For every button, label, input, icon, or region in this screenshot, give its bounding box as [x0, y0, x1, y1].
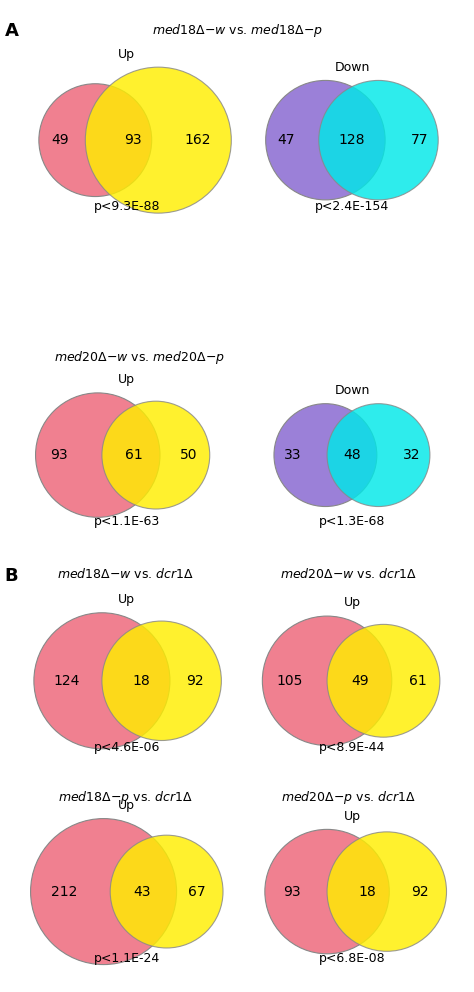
Text: $\it{med18\Delta}$$\it{-w}$ vs. $\it{med18\Delta}$$\it{-p}$: $\it{med18\Delta}$$\it{-w}$ vs. $\it{med… [152, 22, 322, 39]
Text: 48: 48 [343, 448, 361, 462]
Text: 124: 124 [54, 674, 80, 687]
Text: 212: 212 [51, 885, 78, 899]
Text: p<1.1E-63: p<1.1E-63 [94, 515, 160, 528]
Text: $\it{med18\Delta}$$\it{-p}$ vs. $\it{dcr1\Delta}$: $\it{med18\Delta}$$\it{-p}$ vs. $\it{dcr… [58, 789, 193, 806]
Text: 43: 43 [133, 885, 150, 899]
Text: B: B [5, 567, 18, 585]
Text: Up: Up [344, 596, 360, 609]
Text: p<9.3E-88: p<9.3E-88 [93, 200, 160, 213]
Circle shape [36, 393, 160, 517]
Circle shape [319, 80, 438, 199]
Text: p<4.6E-06: p<4.6E-06 [93, 741, 160, 754]
Text: 50: 50 [180, 448, 198, 462]
Text: Up: Up [118, 373, 135, 386]
Circle shape [110, 835, 223, 948]
Circle shape [102, 401, 210, 509]
Circle shape [85, 67, 231, 213]
Circle shape [274, 404, 377, 507]
Text: A: A [5, 22, 18, 40]
Text: p<8.9E-44: p<8.9E-44 [319, 741, 385, 754]
Text: 77: 77 [411, 133, 428, 147]
Circle shape [327, 832, 447, 951]
Text: 93: 93 [50, 448, 68, 462]
Text: Up: Up [118, 799, 135, 811]
Text: $\it{med20\Delta}$$\it{-w}$ vs. $\it{dcr1\Delta}$: $\it{med20\Delta}$$\it{-w}$ vs. $\it{dcr… [280, 567, 417, 581]
Text: 93: 93 [125, 133, 142, 147]
Text: 49: 49 [351, 674, 369, 687]
Circle shape [265, 80, 385, 199]
Text: 33: 33 [283, 448, 301, 462]
Text: $\it{med20\Delta}$$\it{-w}$ vs. $\it{med20\Delta}$$\it{-p}$: $\it{med20\Delta}$$\it{-w}$ vs. $\it{med… [55, 349, 225, 366]
Text: 92: 92 [411, 885, 429, 899]
Text: Up: Up [344, 809, 360, 822]
Circle shape [327, 404, 430, 507]
Text: 92: 92 [186, 674, 204, 687]
Text: p<6.8E-08: p<6.8E-08 [319, 951, 385, 964]
Text: 47: 47 [277, 133, 294, 147]
Circle shape [263, 616, 392, 745]
Circle shape [34, 613, 170, 749]
Circle shape [265, 829, 389, 953]
Text: $\it{med20\Delta}$$\it{-p}$ vs. $\it{dcr1\Delta}$: $\it{med20\Delta}$$\it{-p}$ vs. $\it{dcr… [281, 789, 416, 806]
Text: 61: 61 [410, 674, 427, 687]
Text: Up: Up [118, 593, 135, 606]
Circle shape [30, 818, 176, 964]
Text: 162: 162 [184, 133, 210, 147]
Text: Up: Up [118, 48, 135, 61]
Text: $\it{med18\Delta}$$\it{-w}$ vs. $\it{dcr1\Delta}$: $\it{med18\Delta}$$\it{-w}$ vs. $\it{dcr… [57, 567, 194, 581]
Circle shape [39, 83, 152, 196]
Text: 67: 67 [189, 885, 206, 899]
Text: 18: 18 [358, 885, 376, 899]
Circle shape [327, 624, 440, 737]
Text: 93: 93 [283, 885, 301, 899]
Text: 61: 61 [125, 448, 142, 462]
Text: Down: Down [334, 61, 370, 73]
Text: 18: 18 [133, 674, 151, 687]
Text: 32: 32 [403, 448, 420, 462]
Text: 105: 105 [276, 674, 303, 687]
Text: p<1.3E-68: p<1.3E-68 [319, 515, 385, 528]
Text: p<2.4E-154: p<2.4E-154 [315, 200, 389, 213]
Circle shape [102, 621, 221, 740]
Text: 49: 49 [52, 133, 69, 147]
Text: 128: 128 [339, 133, 365, 147]
Text: p<1.1E-24: p<1.1E-24 [94, 951, 160, 964]
Text: Down: Down [334, 384, 370, 397]
